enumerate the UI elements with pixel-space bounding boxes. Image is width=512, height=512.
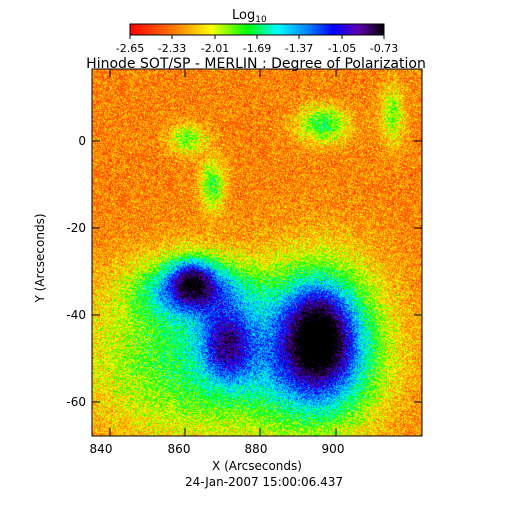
x-ticks [109, 69, 337, 436]
x-tick-label: 900 [322, 442, 345, 456]
y-tick-label: -60 [66, 395, 86, 409]
x-tick-label: 840 [90, 442, 113, 456]
colorbar-ticks [129, 35, 385, 39]
colorbar-tick-label: -1.05 [328, 42, 356, 55]
y-tick-label: -40 [66, 308, 86, 322]
y-axis-label: Y (Arcseconds) [33, 213, 47, 303]
colorbar-tick-label: -2.33 [158, 42, 186, 55]
timestamp: 24-Jan-2007 15:00:06.437 [185, 475, 343, 489]
colorbar [129, 23, 385, 36]
x-axis-label: X (Arcseconds) [212, 459, 302, 473]
y-ticks [92, 140, 422, 403]
plot-frame [91, 68, 423, 437]
polarization-map [92, 69, 422, 436]
x-tick-label: 860 [168, 442, 191, 456]
colorbar-tick-label: -2.65 [116, 42, 144, 55]
x-tick-label: 880 [245, 442, 268, 456]
y-tick-label: 0 [78, 134, 86, 148]
colorbar-tick-label: -1.69 [243, 42, 271, 55]
colorbar-label: Log10 [232, 8, 267, 25]
y-tick-label: -20 [66, 221, 86, 235]
colorbar-tick-label: -1.37 [285, 42, 313, 55]
colorbar-tick-label: -0.73 [370, 42, 398, 55]
colorbar-tick-label: -2.01 [201, 42, 229, 55]
plot-title: Hinode SOT/SP - MERLIN : Degree of Polar… [86, 56, 426, 72]
